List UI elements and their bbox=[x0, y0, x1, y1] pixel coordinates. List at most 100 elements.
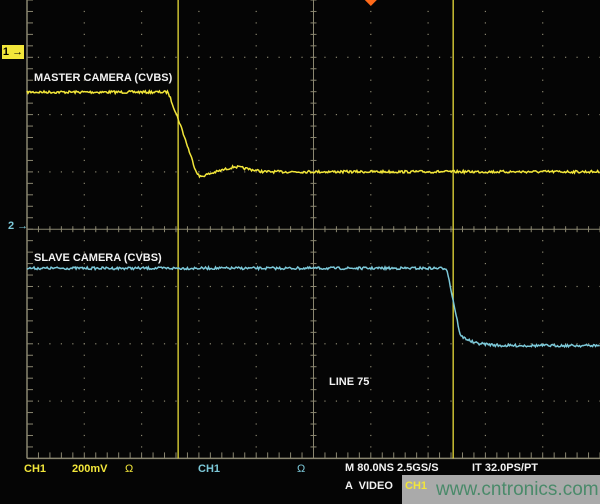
grid-dot bbox=[324, 285, 326, 288]
grid-dot bbox=[347, 285, 349, 288]
grid-dot bbox=[427, 343, 429, 345]
grid-dot bbox=[37, 285, 40, 288]
grid-dot bbox=[232, 285, 234, 288]
grid-dot bbox=[484, 377, 486, 379]
grid-dot bbox=[209, 56, 211, 58]
grid-dot bbox=[141, 400, 143, 402]
grid-dot bbox=[141, 354, 143, 356]
grid-dot bbox=[427, 148, 429, 150]
grid-dot bbox=[278, 343, 280, 345]
grid-dot bbox=[95, 400, 97, 402]
grid-dot bbox=[542, 262, 544, 265]
grid-dot bbox=[370, 251, 372, 253]
grid-dot bbox=[118, 285, 120, 288]
grid-dot bbox=[141, 297, 143, 299]
grid-dot bbox=[370, 400, 372, 402]
grid-dot bbox=[37, 171, 40, 173]
grid-dot bbox=[255, 285, 257, 288]
grid-dot bbox=[370, 423, 372, 425]
grid-dot bbox=[484, 33, 486, 35]
grid-dot bbox=[461, 114, 464, 116]
grid-dot bbox=[416, 343, 418, 345]
grid-dot bbox=[255, 136, 257, 139]
grid-dot bbox=[37, 400, 40, 402]
grid-dot bbox=[404, 114, 406, 116]
grid-dot bbox=[370, 148, 372, 150]
grid-dot bbox=[438, 56, 441, 58]
grid-dot bbox=[324, 56, 326, 58]
grid-dot bbox=[484, 320, 486, 322]
grid-dot bbox=[289, 400, 292, 402]
grid-dot bbox=[141, 262, 143, 265]
grid-dot bbox=[198, 205, 200, 207]
grid-dot bbox=[542, 377, 544, 379]
grid-dot bbox=[83, 389, 85, 391]
grid-dot bbox=[507, 400, 509, 402]
grid-dot bbox=[141, 274, 143, 276]
grid-dot bbox=[370, 194, 372, 196]
grid-dot bbox=[186, 285, 189, 288]
grid-dot bbox=[427, 389, 429, 391]
grid-dot bbox=[542, 217, 544, 219]
grid-dot bbox=[198, 79, 200, 81]
grid-dot bbox=[49, 114, 51, 116]
grid-dot bbox=[198, 354, 200, 356]
grid-dot bbox=[335, 343, 338, 345]
grid-dot bbox=[473, 285, 475, 288]
grid-dot bbox=[255, 446, 257, 448]
grid-dot bbox=[542, 446, 544, 448]
grid-dot bbox=[484, 354, 486, 356]
grid-dot bbox=[370, 205, 372, 207]
grid-dot bbox=[496, 400, 498, 402]
watermark: www.cntronics.com bbox=[402, 475, 600, 504]
grid-dot bbox=[427, 114, 429, 116]
grid-dot bbox=[484, 423, 486, 425]
grid-dot bbox=[416, 114, 418, 116]
grid-dot bbox=[370, 159, 372, 162]
grid-dot bbox=[141, 102, 143, 104]
grid-dot bbox=[129, 56, 131, 58]
grid-dot bbox=[542, 423, 544, 425]
grid-dot bbox=[427, 446, 429, 448]
grid-dot bbox=[484, 400, 486, 402]
grid-dot bbox=[519, 285, 521, 288]
grid-dot bbox=[542, 320, 544, 322]
grid-dot bbox=[461, 285, 464, 288]
grid-dot bbox=[542, 331, 544, 333]
grid-dot bbox=[450, 343, 452, 345]
grid-dot bbox=[163, 171, 166, 173]
grid-dot bbox=[83, 182, 85, 184]
grid-dot bbox=[129, 171, 131, 173]
grid-dot bbox=[427, 320, 429, 322]
grid-dot bbox=[542, 45, 544, 47]
grid-dot bbox=[370, 102, 372, 104]
grid-dot bbox=[198, 411, 200, 414]
grid-dot bbox=[484, 45, 486, 47]
grid-dot bbox=[370, 434, 372, 437]
grid-dot bbox=[289, 56, 292, 58]
grid-dot bbox=[278, 285, 280, 288]
grid-dot bbox=[106, 285, 108, 288]
grid-dot bbox=[83, 159, 85, 162]
grid-dot bbox=[83, 136, 85, 139]
grid-dot bbox=[198, 423, 200, 425]
grid-dot bbox=[450, 114, 452, 116]
master-camera-label: MASTER CAMERA (CVBS) bbox=[34, 72, 173, 84]
grid-dot bbox=[370, 79, 372, 81]
ch2-coupling: Ω bbox=[297, 463, 306, 475]
grid-dot bbox=[221, 400, 223, 402]
grid-dot bbox=[484, 446, 486, 448]
grid-dot bbox=[542, 56, 544, 58]
grid-dot bbox=[370, 366, 372, 368]
grid-dot bbox=[175, 56, 177, 58]
grid-dot bbox=[461, 56, 464, 58]
grid-dot bbox=[106, 400, 108, 402]
grid-dot bbox=[232, 171, 234, 173]
grid-dot bbox=[95, 171, 97, 173]
grid-dot bbox=[542, 411, 544, 414]
grid-dot bbox=[542, 182, 544, 184]
grid-dot bbox=[278, 114, 280, 116]
grid-dot bbox=[542, 91, 544, 93]
grid-dot bbox=[83, 45, 85, 47]
grid-dot bbox=[255, 159, 257, 162]
